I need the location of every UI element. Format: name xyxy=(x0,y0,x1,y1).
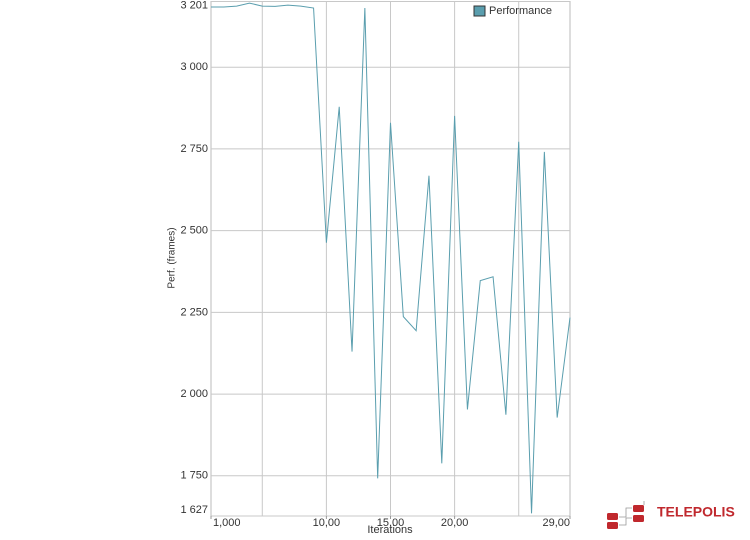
logo-lines xyxy=(619,501,645,526)
brand: TELEPOLIS xyxy=(657,504,735,520)
legend-swatch xyxy=(473,5,486,17)
y-tick-label: 2 000 xyxy=(180,388,208,400)
x-tick-label: 20,00 xyxy=(441,517,469,529)
y-tick-label: 2 500 xyxy=(180,225,208,237)
y-tick-label: 2 250 xyxy=(180,306,208,318)
logo-block xyxy=(633,505,644,512)
y-tick-label: 3 000 xyxy=(180,61,208,73)
y-tick-label: 1 750 xyxy=(180,470,208,482)
x-tick-label: 29,00 xyxy=(542,517,570,529)
logo-block xyxy=(607,513,618,520)
series-line xyxy=(211,2,571,514)
legend-label: Performance xyxy=(489,5,552,17)
logo-block xyxy=(633,515,644,522)
logo: TELEPOLIS xyxy=(607,501,735,529)
x-tick-label: 15,00 xyxy=(377,517,405,529)
y-tick-label: 1 627 xyxy=(180,504,208,516)
y-tick-label: 2 750 xyxy=(180,143,208,155)
y-tick-label: 3 201 xyxy=(180,0,208,11)
logo-block xyxy=(607,522,618,529)
y-axis-label: Perf. (frames) xyxy=(167,227,178,288)
x-axis-label: Iterations xyxy=(367,524,413,535)
x-tick-label: 10,00 xyxy=(313,517,341,529)
x-tick-label: 1,000 xyxy=(213,517,241,529)
